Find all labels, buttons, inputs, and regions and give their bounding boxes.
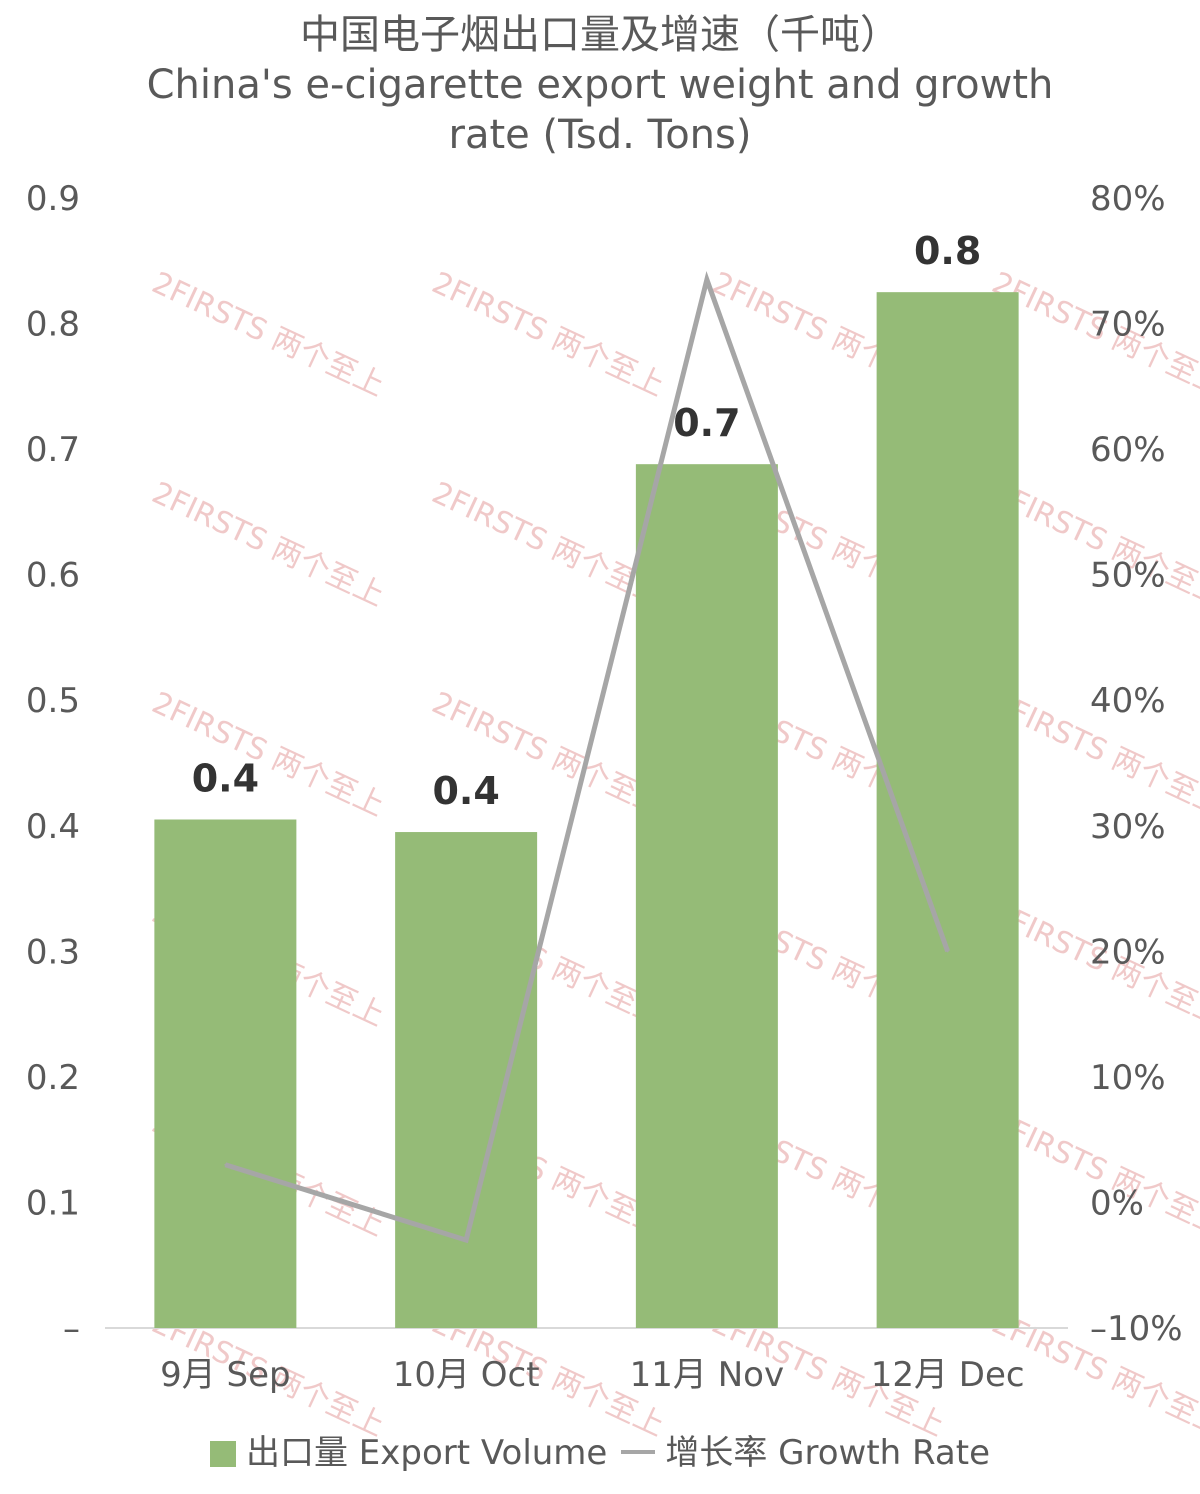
- watermark-text: 2FIRSTS 两个至上: [427, 266, 670, 404]
- bar-data-label: 0.7: [673, 401, 740, 445]
- bar-export-volume: [154, 819, 297, 1328]
- y-left-tick-label: 0.3: [26, 932, 80, 972]
- y-right-tick-label: 30%: [1090, 807, 1166, 847]
- bar-export-volume: [876, 292, 1019, 1329]
- watermark-text: 2FIRSTS 两个至上: [427, 476, 670, 614]
- y-right-tick-label: 20%: [1090, 932, 1166, 972]
- watermark-text: 2FIRSTS 两个至上: [147, 266, 390, 404]
- y-right-tick-label: 80%: [1090, 179, 1166, 219]
- growth-rate-line: [224, 271, 950, 1244]
- chart-subtitle-line2: rate (Tsd. Tons): [448, 112, 752, 158]
- growth-rate-point: [705, 278, 708, 281]
- y-right-tick-label: 60%: [1090, 430, 1166, 470]
- y-left-tick-label: 0.7: [26, 430, 80, 470]
- y-left-tick-label: 0.9: [26, 179, 80, 219]
- y-left-tick-label: 0.6: [26, 556, 80, 596]
- y-right-tick-label: 70%: [1090, 305, 1166, 345]
- y-right-tick-label: 40%: [1090, 681, 1166, 721]
- bar-data-label: 0.4: [432, 769, 499, 813]
- legend-line-label: 增长率 Growth Rate: [665, 1433, 991, 1473]
- x-tick-label: 10月 Oct: [393, 1355, 540, 1395]
- bar-data-label: 0.4: [192, 757, 259, 801]
- y-right-tick-label: 50%: [1090, 556, 1166, 596]
- y-left-tick-label: 0.8: [26, 305, 80, 345]
- chart-legend: 出口量 Export Volume 增长率 Growth Rate: [0, 1425, 1200, 1474]
- chart-title: 中国电子烟出口量及增速（千吨）: [300, 12, 900, 58]
- y-left-tick-label: 0.1: [26, 1183, 80, 1223]
- y-left-tick-label: 0.5: [26, 681, 80, 721]
- x-tick-label: 9月 Sep: [160, 1355, 291, 1395]
- y-left-tick-label: 0.4: [26, 807, 80, 847]
- y-right-tick-label: 10%: [1090, 1058, 1166, 1098]
- legend-bar-label: 出口量 Export Volume: [245, 1433, 608, 1473]
- bar-data-label: 0.8: [914, 229, 981, 273]
- legend-bar-swatch: [209, 1441, 236, 1467]
- watermark-text: 2FIRSTS 两个至上: [147, 686, 390, 824]
- bar-export-volume: [395, 832, 538, 1328]
- y-right-tick-label: –10%: [1090, 1309, 1183, 1349]
- watermark-text: 2FIRSTS 两个至上: [147, 476, 390, 614]
- growth-rate-point: [465, 1239, 468, 1242]
- x-tick-label: 11月 Nov: [630, 1355, 784, 1395]
- growth-rate-point: [224, 1163, 227, 1166]
- y-right-tick-label: 0%: [1090, 1183, 1144, 1223]
- y-left-tick-label: –: [63, 1309, 80, 1349]
- growth-rate-point: [946, 950, 949, 953]
- y-left-tick-label: 0.2: [26, 1058, 80, 1098]
- legend-line-swatch: [621, 1450, 656, 1454]
- bar-export-volume: [635, 464, 778, 1329]
- chart-subtitle-line1: China's e-cigarette export weight and gr…: [146, 62, 1054, 108]
- x-tick-label: 12月 Dec: [871, 1355, 1025, 1395]
